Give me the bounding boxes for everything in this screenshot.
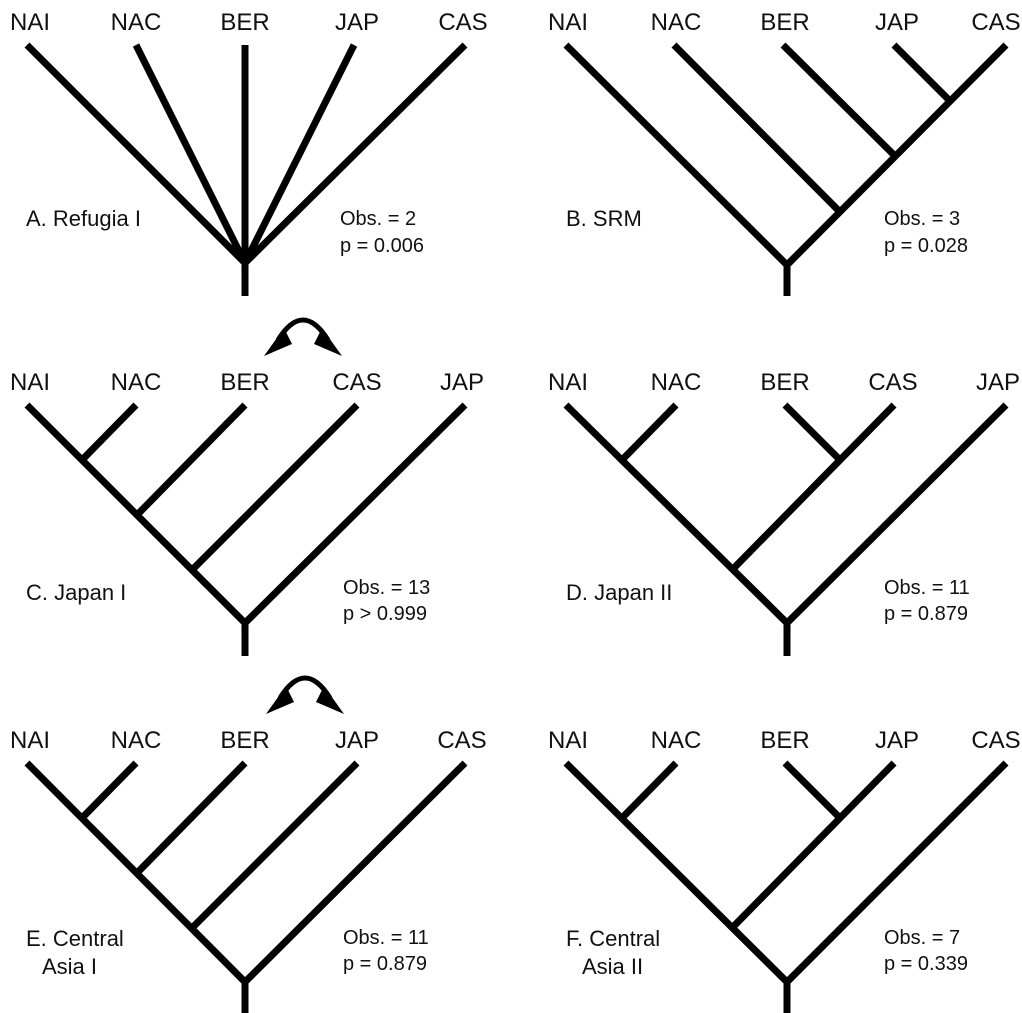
panel-f-tip-5: CAS xyxy=(971,727,1020,754)
panel-e-title: E. Central Asia I xyxy=(26,926,124,979)
panel-d-branch-nac xyxy=(619,402,679,463)
panel-a-tip-1: NAI xyxy=(10,9,50,36)
swap-arrow-e xyxy=(266,675,344,714)
panel-f: NAI NAC BER JAP CAS F. Central Asia II Ob… xyxy=(548,727,1021,1013)
panel-e-tip-4: JAP xyxy=(335,727,379,754)
panel-c: NAI NAC BER CAS JAP C. Japan I Obs. = 13… xyxy=(10,369,484,656)
panel-a-tip-5: CAS xyxy=(438,9,487,36)
panel-a-branch-jap xyxy=(241,43,358,265)
panel-b-p-value: p = 0.028 xyxy=(884,235,968,257)
panel-c-branch-jap xyxy=(242,402,468,626)
panel-b-title: B. SRM xyxy=(566,206,642,231)
panel-e-branch-nai xyxy=(24,760,248,985)
panel-d-tip-1: NAI xyxy=(548,369,588,396)
panel-c-branch-cas xyxy=(189,402,360,573)
panel-c-branch-ber xyxy=(134,402,248,518)
panel-e-tip-3: BER xyxy=(220,727,269,754)
panel-f-branch-ber-jap xyxy=(729,760,897,931)
panel-e-obs: Obs. = 11 xyxy=(343,927,429,949)
panel-b: NAI NAC BER JAP CAS B. SRM Obs. = 3 p = … xyxy=(548,9,1021,296)
panel-b-tip-3: BER xyxy=(760,9,809,36)
panel-d-p-value: p = 0.879 xyxy=(884,603,968,625)
panel-a-tree xyxy=(24,42,468,296)
panel-f-tip-1: NAI xyxy=(548,727,588,754)
panel-a-title: A. Refugia I xyxy=(26,206,141,231)
panel-e-tree xyxy=(24,760,468,1013)
panel-f-branch-cas xyxy=(784,760,1009,985)
panel-c-tip-1: NAI xyxy=(10,369,50,396)
panel-a-branch-nac xyxy=(132,43,249,265)
panel-c-obs: Obs. = 13 xyxy=(343,577,430,599)
panel-d-obs: Obs. = 11 xyxy=(884,577,970,599)
panel-c-tip-2: NAC xyxy=(111,369,162,396)
panel-a-branch-nai xyxy=(24,42,248,266)
panel-a-obs: Obs. = 2 xyxy=(340,208,416,230)
panel-d: NAI NAC BER CAS JAP D. Japan II Obs. = 1… xyxy=(548,369,1020,656)
panel-b-branch-nac xyxy=(671,42,841,213)
panel-e-tip-5: CAS xyxy=(437,727,486,754)
panel-d-title: D. Japan II xyxy=(566,580,672,605)
panel-b-obs: Obs. = 3 xyxy=(884,208,960,230)
panel-b-branch-jap xyxy=(891,42,952,103)
panel-e-branch-ber xyxy=(134,760,248,876)
panel-b-tip-1: NAI xyxy=(548,9,588,36)
panel-c-tree xyxy=(24,402,468,656)
panel-e-tip-1: NAI xyxy=(10,727,50,754)
panel-e: NAI NAC BER JAP CAS E. Central Asia I Obs… xyxy=(10,727,487,1013)
panel-f-title: F. Central Asia II xyxy=(566,926,660,979)
panel-f-tree xyxy=(563,760,1009,1013)
panel-f-tip-4: JAP xyxy=(875,727,919,754)
panel-e-branch-jap xyxy=(189,760,360,931)
panel-e-branch-cas xyxy=(242,760,468,985)
panel-a-p-value: p = 0.006 xyxy=(340,235,424,257)
panel-d-tip-2: NAC xyxy=(651,369,702,396)
panel-c-tip-3: BER xyxy=(220,369,269,396)
panel-f-branch-nac xyxy=(619,760,679,821)
panel-d-branch-nai xyxy=(563,402,790,626)
panel-a-branch-cas xyxy=(242,42,468,266)
swap-arrow-c xyxy=(264,317,342,356)
panel-d-tip-5: JAP xyxy=(976,369,1020,396)
panel-b-tree xyxy=(563,42,1009,296)
panel-d-branch-ber-cas xyxy=(729,402,897,573)
panel-b-tip-5: CAS xyxy=(971,9,1020,36)
panel-a: NAI NAC BER JAP CAS A. Refugia I Obs. = … xyxy=(10,9,488,296)
panel-f-p-value: p = 0.339 xyxy=(884,953,968,975)
panel-f-branch-ber xyxy=(782,760,842,820)
panel-e-branch-nac xyxy=(79,760,139,821)
panel-b-tip-2: NAC xyxy=(651,9,702,36)
panel-f-tip-2: NAC xyxy=(651,727,702,754)
panel-d-tip-3: BER xyxy=(760,369,809,396)
panel-c-p-value: p > 0.999 xyxy=(343,603,427,625)
panel-d-branch-ber xyxy=(782,402,842,462)
panel-c-title: C. Japan I xyxy=(26,580,126,605)
panel-b-tip-4: JAP xyxy=(875,9,919,36)
panel-e-tip-2: NAC xyxy=(111,727,162,754)
panel-c-branch-nac xyxy=(79,402,139,463)
panel-a-tip-3: BER xyxy=(220,9,269,36)
panel-c-tip-4: CAS xyxy=(332,369,381,396)
panel-f-tip-3: BER xyxy=(760,727,809,754)
panel-f-obs: Obs. = 7 xyxy=(884,927,960,949)
panel-b-branch-ber xyxy=(780,42,897,158)
panel-d-tree xyxy=(563,402,1009,656)
panel-d-branch-jap xyxy=(784,402,1009,626)
panel-b-branch-nai xyxy=(563,42,790,268)
panel-c-tip-5: JAP xyxy=(440,369,484,396)
panel-a-tip-4: JAP xyxy=(335,9,379,36)
panel-f-branch-nai xyxy=(563,760,790,985)
panel-b-branch-cas xyxy=(784,42,1009,268)
panel-e-p-value: p = 0.879 xyxy=(343,953,427,975)
panel-d-tip-4: CAS xyxy=(868,369,917,396)
panel-a-tip-2: NAC xyxy=(111,9,162,36)
